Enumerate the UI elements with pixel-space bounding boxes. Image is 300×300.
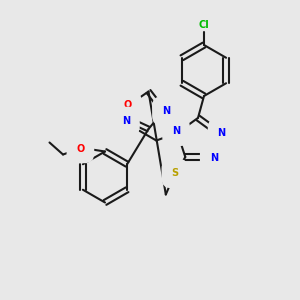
Text: N: N xyxy=(162,106,170,116)
Text: N: N xyxy=(210,154,218,164)
Text: N: N xyxy=(172,126,180,136)
Text: Cl: Cl xyxy=(199,20,209,31)
Text: N: N xyxy=(122,116,130,127)
Text: S: S xyxy=(171,169,178,178)
Text: O: O xyxy=(123,100,132,110)
Text: N: N xyxy=(218,128,226,138)
Text: O: O xyxy=(76,143,85,154)
